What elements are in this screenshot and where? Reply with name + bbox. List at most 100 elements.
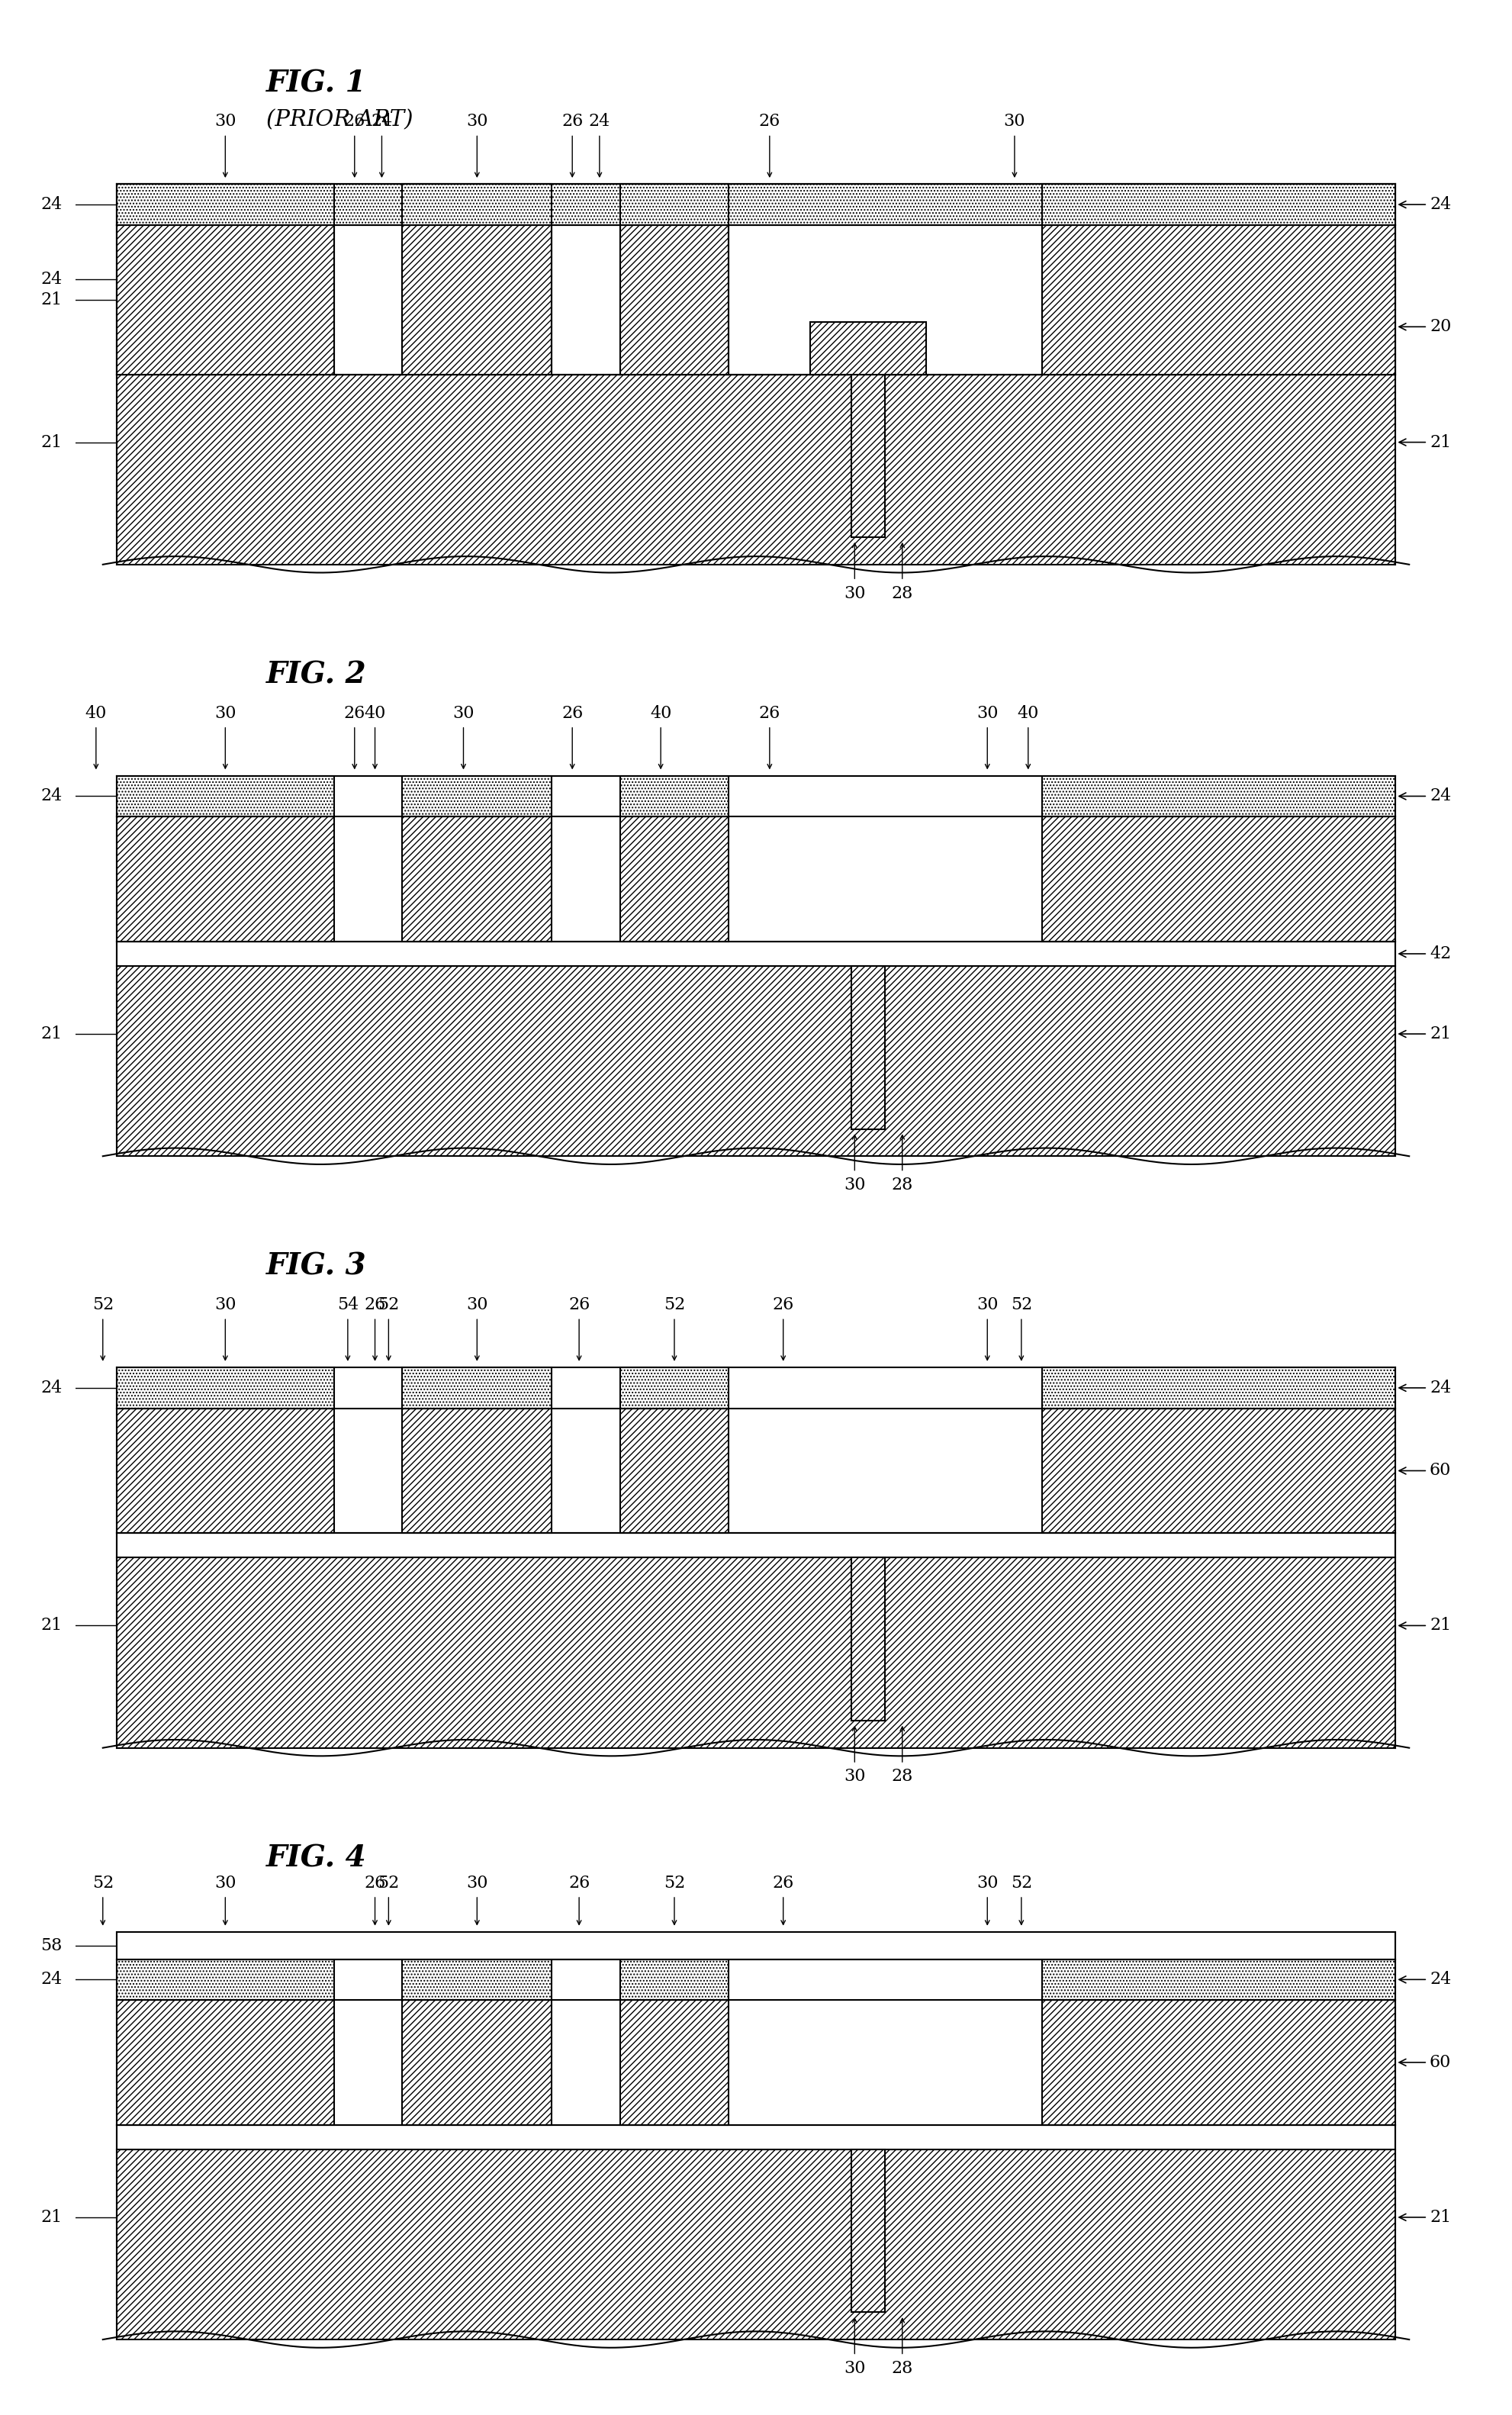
Text: 30: 30	[215, 1297, 236, 1314]
Text: 30: 30	[1004, 114, 1025, 130]
Text: 24: 24	[1399, 1379, 1452, 1396]
Text: 40: 40	[1018, 705, 1039, 722]
Text: 26: 26	[773, 1874, 794, 1891]
Bar	[402, 184, 552, 225]
Text: 26: 26	[773, 1297, 794, 1314]
Text: 40: 40	[650, 705, 671, 722]
Bar	[620, 2000, 729, 2125]
Text: 44: 44	[665, 898, 683, 910]
Text: 21: 21	[41, 1618, 62, 1635]
Text: 26: 26	[561, 705, 584, 722]
Text: 28: 28	[892, 584, 913, 601]
Bar	[116, 1367, 334, 1408]
Text: 24: 24	[41, 196, 62, 213]
Text: 24: 24	[41, 1971, 62, 1988]
Text: 26: 26	[759, 114, 780, 130]
Bar	[116, 225, 334, 374]
Text: 21: 21	[1399, 1026, 1452, 1043]
Text: 21: 21	[41, 1026, 62, 1043]
Text: 21: 21	[41, 2210, 62, 2227]
Bar	[116, 2125, 1396, 2149]
Bar	[116, 1558, 1396, 1748]
Bar	[851, 1558, 886, 1719]
Text: 44: 44	[467, 852, 487, 867]
Text: 21: 21	[41, 435, 62, 452]
Text: 52: 52	[92, 1297, 113, 1314]
Text: 21: 21	[1399, 2210, 1452, 2227]
Text: 28: 28	[892, 1768, 913, 1785]
Text: 24: 24	[370, 114, 393, 130]
Text: 60: 60	[1399, 2055, 1452, 2070]
Text: 28: 28	[892, 2359, 913, 2376]
Text: 30: 30	[977, 1874, 998, 1891]
Text: 26: 26	[343, 114, 366, 130]
Text: 30: 30	[452, 705, 475, 722]
Bar	[1042, 225, 1396, 374]
Bar	[620, 816, 729, 942]
Text: 52: 52	[1010, 1874, 1033, 1891]
Text: 24: 24	[1399, 1971, 1452, 1988]
Bar	[620, 1408, 729, 1534]
Bar	[402, 816, 552, 942]
Text: 52: 52	[378, 1874, 399, 1891]
Text: 52: 52	[378, 1297, 399, 1314]
Text: 30: 30	[977, 705, 998, 722]
Text: 21: 21	[1399, 1618, 1452, 1635]
Bar	[402, 1408, 552, 1534]
Text: FIG. 4: FIG. 4	[266, 1843, 366, 1872]
Bar	[620, 225, 729, 374]
Text: 44: 44	[216, 898, 234, 910]
Bar	[810, 321, 925, 374]
Bar	[402, 1367, 552, 1408]
Text: 21: 21	[1399, 435, 1452, 452]
Text: 26: 26	[561, 114, 584, 130]
Text: 21: 21	[41, 292, 62, 309]
Bar	[620, 775, 729, 816]
Text: 44: 44	[467, 898, 487, 910]
Text: 20: 20	[1399, 319, 1452, 336]
Text: 40: 40	[85, 705, 107, 722]
Text: 30: 30	[844, 1768, 865, 1785]
Text: 26: 26	[364, 1874, 386, 1891]
Bar	[402, 1959, 552, 2000]
Text: 52: 52	[1010, 1297, 1033, 1314]
Text: 44: 44	[665, 852, 683, 867]
Text: 30: 30	[215, 1874, 236, 1891]
Text: 52: 52	[664, 1874, 685, 1891]
Text: 30: 30	[844, 584, 865, 601]
Bar	[116, 1932, 1396, 1959]
Text: 44: 44	[1210, 898, 1228, 910]
Text: 24: 24	[1399, 787, 1452, 804]
Text: 40: 40	[364, 705, 386, 722]
Bar	[1042, 1959, 1396, 2000]
Bar	[851, 966, 886, 1130]
Text: 26: 26	[569, 1874, 590, 1891]
Bar	[1042, 775, 1396, 816]
Text: 30: 30	[844, 1176, 865, 1193]
Bar	[116, 816, 334, 942]
Text: 54: 54	[337, 1297, 358, 1314]
Text: 30: 30	[215, 114, 236, 130]
Text: 30: 30	[466, 1297, 488, 1314]
Bar	[116, 942, 1396, 966]
Bar	[116, 1959, 334, 2000]
Bar	[116, 225, 1396, 374]
Text: 58: 58	[41, 1937, 62, 1954]
Text: 26: 26	[343, 705, 366, 722]
Text: 60: 60	[1399, 1463, 1452, 1478]
Text: 52: 52	[92, 1874, 113, 1891]
Bar	[334, 225, 402, 374]
Bar	[116, 1408, 334, 1534]
Bar	[620, 1367, 729, 1408]
Bar	[402, 775, 552, 816]
Bar	[116, 1534, 1396, 1558]
Bar	[552, 225, 620, 374]
Text: 30: 30	[977, 1297, 998, 1314]
Text: 30: 30	[466, 1874, 488, 1891]
Text: FIG. 3: FIG. 3	[266, 1251, 366, 1280]
Text: 26: 26	[364, 1297, 386, 1314]
Bar	[1042, 2000, 1396, 2125]
Bar	[402, 225, 552, 374]
Text: 24: 24	[41, 787, 62, 804]
Text: 44: 44	[216, 852, 234, 867]
